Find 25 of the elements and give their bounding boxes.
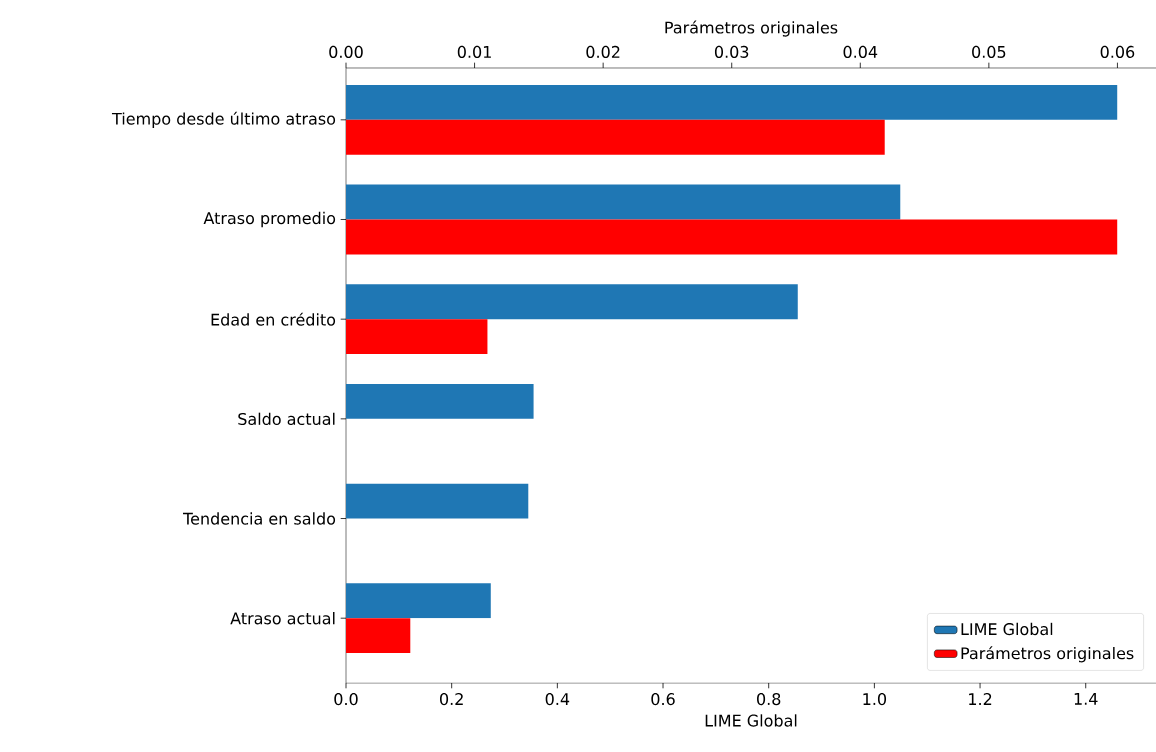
x-tick-label: 1.4 [1074,693,1098,705]
legend-label: Parámetros originales [961,646,1134,663]
y-tick-label: Tiempo desde último atraso [111,111,336,128]
x-axis-title: LIME Global [705,714,797,727]
y-tick-label: Saldo actual [238,412,335,426]
x-tick-label: 1.2 [969,693,992,705]
y-tick-label: Edad en crédito [211,312,336,326]
y-tick-label: Tendencia en saldo [183,512,336,525]
x-tick-label: 0.2 [440,693,463,706]
x2-tick-label: 0.00 [329,45,363,58]
legend-label: LIME Global [961,622,1053,636]
x-tick-label: 0.4 [545,693,570,706]
y-tick-label: Atraso actual [230,612,335,625]
y-tick-label: Atraso promedio [203,211,336,228]
x-tick-label: 0.0 [334,693,358,706]
x-tick-label: 1.0 [863,693,887,706]
x-tick-label: 0.8 [757,693,781,706]
x-tick-label: 0.6 [651,693,675,706]
x2-tick-label: 0.02 [586,45,620,58]
x2-tick-label: 0.06 [1100,45,1135,58]
x2-tick-label: 0.01 [457,45,491,58]
x2-axis-title: Parámetros originales [665,20,838,37]
x2-tick-label: 0.04 [843,45,878,58]
x2-tick-label: 0.05 [972,45,1006,58]
x2-tick-label: 0.03 [714,45,749,58]
